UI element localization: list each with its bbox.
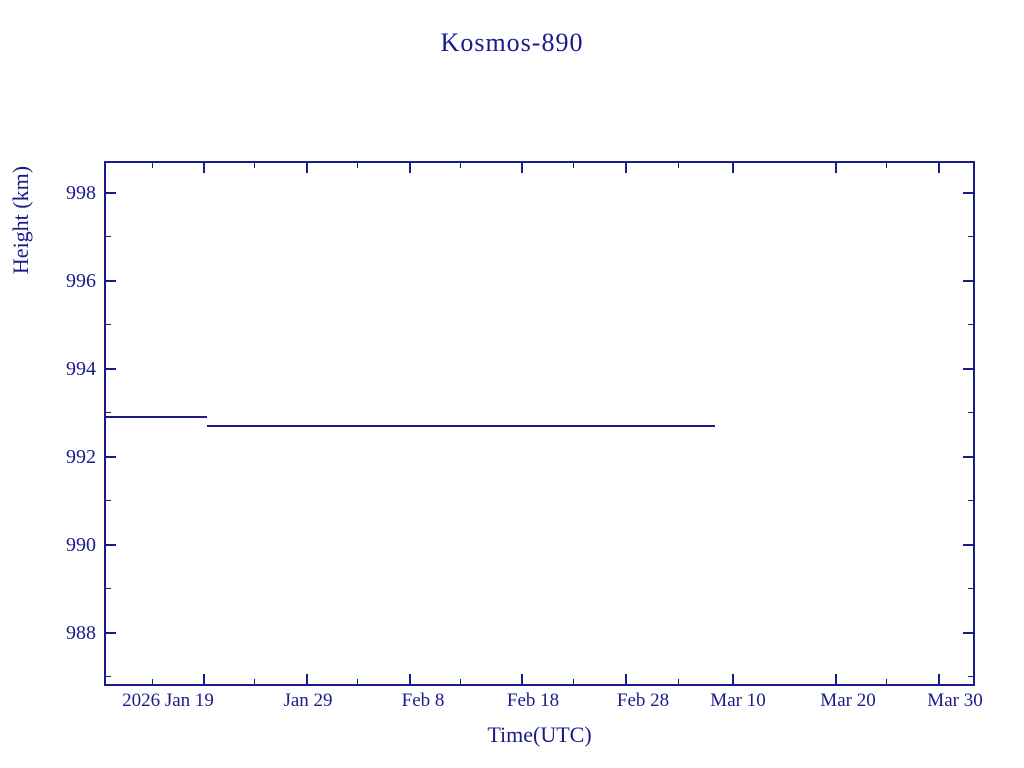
y-tick-label-994: 994	[40, 358, 96, 381]
y-tick-mark-994-right	[963, 368, 975, 370]
y-tick-label-996: 996	[40, 270, 96, 293]
x-tick-minor-6	[886, 679, 887, 686]
y-tick-minor-993-right	[968, 412, 975, 413]
y-tick-mark-990	[104, 544, 116, 546]
x-tick-minor-2-top	[357, 161, 358, 168]
y-tick-label-992: 992	[40, 446, 96, 469]
x-tick-minor-4-top	[573, 161, 574, 168]
x-tick-label-6: Mar 20	[793, 690, 903, 712]
x-tick-minor-0	[152, 679, 153, 686]
x-tick-minor-5-top	[678, 161, 679, 168]
x-tick-label-5: Mar 10	[683, 690, 793, 712]
x-tick-mark-0-top	[203, 161, 205, 173]
x-tick-label-1: Jan 29	[253, 690, 363, 712]
x-tick-mark-5-top	[732, 161, 734, 173]
y-tick-mark-994	[104, 368, 116, 370]
y-tick-minor-987	[104, 676, 111, 677]
y-tick-minor-995-right	[968, 324, 975, 325]
x-axis-label: Time(UTC)	[104, 722, 975, 748]
x-tick-minor-4	[573, 679, 574, 686]
x-tick-label-2: Feb 8	[368, 690, 478, 712]
x-tick-mark-4-top	[625, 161, 627, 173]
x-tick-label-3: Feb 18	[478, 690, 588, 712]
x-tick-mark-5	[732, 674, 734, 686]
y-tick-label-990: 990	[40, 534, 96, 557]
x-tick-label-4: Feb 28	[588, 690, 698, 712]
y-tick-minor-989-right	[968, 588, 975, 589]
data-line-segment-1	[106, 416, 207, 418]
x-tick-minor-0-top	[152, 161, 153, 168]
y-tick-mark-998-right	[963, 192, 975, 194]
y-tick-mark-988	[104, 632, 116, 634]
x-tick-mark-2	[409, 674, 411, 686]
y-tick-label-988: 988	[40, 622, 96, 645]
y-tick-minor-997	[104, 236, 111, 237]
y-tick-mark-998	[104, 192, 116, 194]
y-tick-minor-987-right	[968, 676, 975, 677]
x-tick-mark-1-top	[306, 161, 308, 173]
x-tick-mark-6	[835, 674, 837, 686]
y-tick-mark-992-right	[963, 456, 975, 458]
x-tick-label-7: Mar 30	[900, 690, 1010, 712]
y-tick-minor-989	[104, 588, 111, 589]
x-tick-mark-4	[625, 674, 627, 686]
x-tick-mark-1	[306, 674, 308, 686]
x-tick-minor-2	[357, 679, 358, 686]
x-tick-minor-3-top	[460, 161, 461, 168]
x-tick-minor-1	[254, 679, 255, 686]
x-tick-mark-0	[203, 674, 205, 686]
x-tick-minor-3	[460, 679, 461, 686]
x-tick-mark-2-top	[409, 161, 411, 173]
y-tick-mark-988-right	[963, 632, 975, 634]
chart-title: Kosmos-890	[0, 28, 1024, 58]
y-tick-minor-991	[104, 500, 111, 501]
y-tick-mark-996-right	[963, 280, 975, 282]
y-tick-mark-992	[104, 456, 116, 458]
x-tick-mark-7-top	[938, 161, 940, 173]
y-tick-minor-991-right	[968, 500, 975, 501]
x-tick-minor-1-top	[254, 161, 255, 168]
x-tick-label-0: 2026 Jan 19	[113, 690, 223, 712]
x-tick-mark-3-top	[521, 161, 523, 173]
y-tick-minor-995	[104, 324, 111, 325]
x-tick-minor-6-top	[886, 161, 887, 168]
plot-area	[104, 161, 975, 686]
y-tick-minor-993	[104, 412, 111, 413]
x-tick-mark-6-top	[835, 161, 837, 173]
data-line-segment-2	[207, 425, 715, 427]
x-tick-mark-3	[521, 674, 523, 686]
y-tick-mark-990-right	[963, 544, 975, 546]
y-axis-label: Height (km)	[8, 100, 34, 340]
y-tick-label-998: 998	[40, 182, 96, 205]
x-tick-mark-7	[938, 674, 940, 686]
y-tick-mark-996	[104, 280, 116, 282]
y-tick-minor-997-right	[968, 236, 975, 237]
x-tick-minor-5	[678, 679, 679, 686]
